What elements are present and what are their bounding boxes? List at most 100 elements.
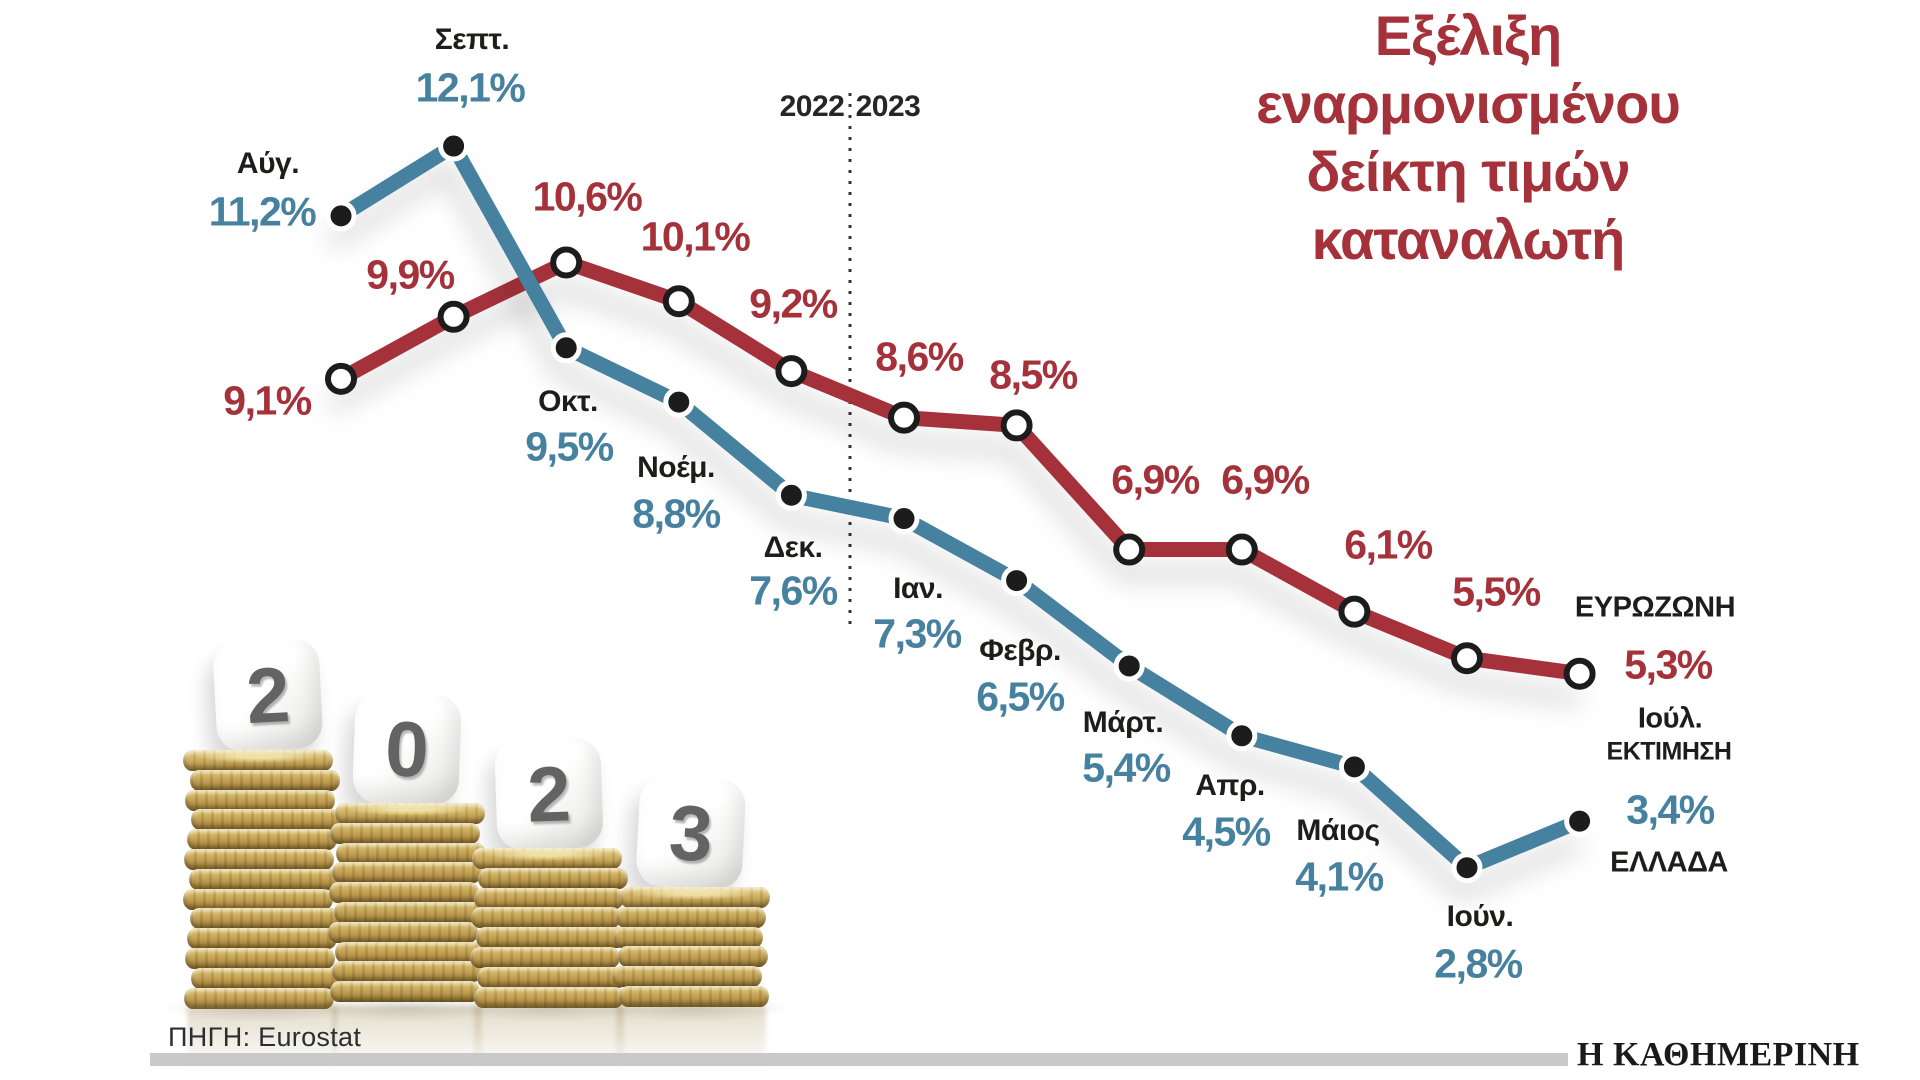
eurozone-value-aug: 9,1% [223,377,312,424]
coin [335,941,485,963]
die-digit: 0 [383,703,431,794]
greece-data-point [1226,720,1258,752]
greece-value-nov: 8,8% [632,490,721,537]
month-label-mar: Μάρτ. [1082,706,1164,739]
coin [184,849,334,870]
greece-data-point [1564,805,1596,837]
eurozone-value-jul: 5,3% [1624,641,1713,688]
title-line-3: δείκτη τιμών [1306,140,1630,203]
greece-line [333,138,1588,876]
source-label: ΠΗΓΗ: Eurostat [168,1022,362,1052]
eurozone-data-point [1225,533,1258,566]
month-label-may: Μάιος [1296,814,1380,847]
eurozone-data-point [437,300,470,333]
title-line-4: καταναλωτή [1311,208,1626,271]
eurozone-data-point [1113,533,1146,566]
greece-value-jun: 2,8% [1434,940,1523,987]
coin [332,862,482,884]
coin [474,887,624,909]
coin [620,887,770,908]
title-line-2: εναρμονισμένου [1256,72,1681,135]
coin [613,926,763,948]
coin [185,789,335,811]
coin [334,902,484,923]
greece-value-dec: 7,6% [749,567,838,614]
month-label-jun: Ιούν. [1446,900,1514,933]
eurozone-value-may: 6,1% [1344,521,1433,568]
greece-value-mar: 5,4% [1082,744,1171,791]
month-label-apr: Απρ. [1195,769,1265,802]
greece-value-oct: 9,5% [525,423,614,470]
die-digit: 2 [525,748,573,839]
legend-estimate-label: ΕΚΤΙΜΗΣΗ [1606,737,1732,766]
coin [476,927,626,949]
eurozone-data-point [662,285,695,318]
greece-value-feb: 6,5% [976,673,1065,720]
greece-data-point [1338,751,1370,783]
newspaper-logo: Η ΚΑΘΗΜΕΡΙΝΗ [1577,1036,1860,1073]
coin [612,966,762,988]
eurozone-data-point [1563,657,1596,690]
greece-data-point [1113,650,1145,682]
greece-value-sep: 12,1% [415,64,526,111]
die-digit: 3 [667,787,715,878]
footer-divider-bar [150,1053,1568,1066]
month-label-dec: Δεκ. [763,531,823,564]
eurozone-value-dec: 9,2% [749,280,838,327]
coin [335,803,485,824]
eurozone-data-point [1338,595,1371,628]
die-2b: 2 [494,737,604,851]
coin [332,961,482,983]
greece-data-point [663,386,695,418]
greece-data-point [550,332,582,364]
coin [336,842,486,864]
die-digit: 2 [243,649,292,740]
coin [616,906,766,928]
coin [184,987,334,1009]
coin [189,868,339,890]
greece-data-point [325,200,357,232]
coin [329,882,479,904]
eurozone-value-jun: 5,5% [1452,568,1541,615]
coin [472,848,622,869]
coin [477,966,627,988]
greece-value-aug: 11,2% [208,188,317,235]
month-label-aug: Αύγ. [236,147,300,180]
month-label-nov: Νοέμ. [637,451,715,484]
chart-title: Εξέλιξη εναρμονισμένου δείκτη τιμών κατα… [1168,2,1768,274]
eurozone-value-nov: 10,1% [640,213,751,260]
coin [619,986,769,1007]
coin [183,888,333,910]
coin [618,946,768,968]
eurozone-data-point [1000,409,1033,442]
legend-eurozone-label: ΕΥΡΩΖΩΝΗ [1574,591,1736,624]
coin [185,948,335,969]
year-label-2023: 2023 [855,90,921,123]
eurozone-data-point [888,401,920,434]
coin [191,809,341,831]
eurozone-value-jan: 8,6% [875,333,964,380]
month-label-jan: Ιαν. [893,572,943,605]
greece-value-apr: 4,5% [1182,808,1271,855]
legend-greece-label: ΕΛΛΑΔΑ [1610,846,1728,879]
coin [330,981,480,1003]
coin [183,750,333,771]
greece-data-point [438,130,470,162]
coin [190,769,340,791]
eurozone-value-mar: 6,9% [1111,456,1200,503]
eurozone-line [333,254,1588,682]
coin [328,921,478,943]
greece-value-may: 4,1% [1295,853,1384,900]
eurozone-value-sep: 9,9% [366,251,455,298]
eurozone-value-oct: 10,6% [532,173,643,220]
title-line-1: Εξέλιξη [1374,4,1562,67]
coin [470,947,620,968]
month-label-oct: Οκτ. [538,385,598,418]
eurozone-value-feb: 8,5% [989,351,1078,398]
eurozone-data-point [550,246,583,279]
greece-data-point [1001,565,1033,597]
die-2: 2 [212,637,324,753]
legend-july-label: Ιούλ. [1637,702,1703,735]
